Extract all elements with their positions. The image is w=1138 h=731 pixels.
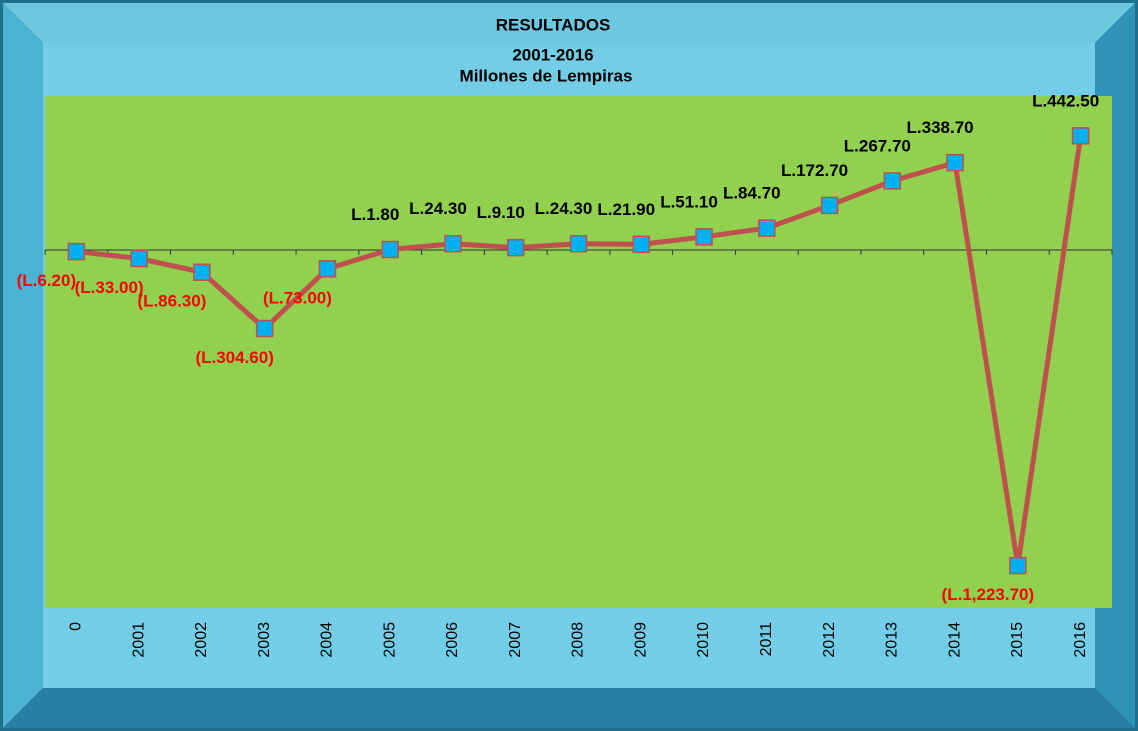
marker — [632, 235, 651, 254]
bevel-left — [3, 3, 43, 728]
marker — [695, 228, 713, 246]
value-label: (L.1,223.70) — [942, 585, 1035, 604]
marker — [1009, 556, 1027, 575]
marker — [318, 260, 337, 278]
value-label: L.51.10 — [660, 192, 718, 211]
value-label: L.9.10 — [477, 203, 525, 222]
plot-area — [45, 96, 1112, 608]
x-tick-label: 2013 — [884, 622, 901, 658]
x-tick-label: 2011 — [758, 622, 775, 657]
x-tick-label: 2002 — [193, 622, 210, 658]
value-label: L.172.70 — [781, 161, 848, 180]
x-tick-label: 2005 — [381, 622, 398, 658]
marker — [506, 238, 525, 257]
bevel-bottom — [3, 688, 1135, 728]
value-label: L.442.50 — [1032, 91, 1099, 110]
x-tick-label: 2015 — [1009, 622, 1026, 658]
marker — [820, 196, 839, 215]
marker — [130, 249, 148, 268]
value-label: (L.6.20) — [17, 271, 77, 290]
x-tick-label: 0 — [68, 622, 85, 631]
x-tick-label: 2007 — [507, 622, 524, 658]
marker — [758, 219, 776, 237]
value-label: L.1.80 — [351, 205, 399, 224]
chart-subtitle: 2001-2016 — [512, 45, 593, 64]
x-tick-label: 2012 — [821, 622, 838, 658]
chart-title: RESULTADOS — [496, 15, 611, 34]
marker — [193, 263, 211, 281]
bevel-top — [3, 3, 1135, 43]
marker — [67, 242, 86, 261]
chart-units: Millones de Lempiras — [460, 66, 633, 85]
value-label: L.24.30 — [409, 199, 467, 218]
value-label: (L.304.60) — [195, 348, 273, 367]
value-label: (L.86.30) — [137, 292, 206, 311]
marker — [946, 153, 964, 172]
marker — [444, 234, 462, 253]
marker — [569, 234, 588, 253]
x-tick-label: 2009 — [632, 622, 649, 658]
marker — [381, 240, 399, 259]
x-tick-label: 2004 — [319, 622, 336, 658]
x-tick-label: 2003 — [256, 622, 273, 658]
marker — [883, 172, 902, 190]
value-label: L.84.70 — [723, 184, 781, 203]
value-label: (L.73.00) — [263, 288, 332, 307]
value-label: (L.33.00) — [75, 278, 144, 297]
value-label: L.338.70 — [907, 118, 974, 137]
value-label: L.21.90 — [597, 200, 655, 219]
marker — [1071, 127, 1090, 145]
x-tick-label: 2008 — [570, 622, 587, 658]
x-tick-label: 2014 — [946, 622, 963, 658]
value-label: L.267.70 — [844, 136, 911, 155]
x-tick-label: 2001 — [130, 622, 147, 658]
x-tick-label: 2016 — [1072, 622, 1089, 658]
x-tick-label: 2010 — [695, 622, 712, 658]
value-label: L.24.30 — [535, 199, 593, 218]
x-tick-label: 2006 — [444, 622, 461, 658]
marker — [255, 319, 274, 338]
